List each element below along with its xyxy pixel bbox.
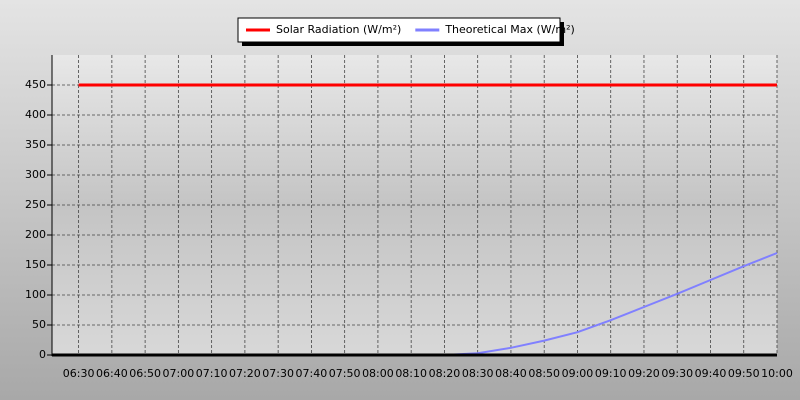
y-tick-label: 100 [25, 288, 46, 301]
legend-label: Solar Radiation (W/m²) [276, 23, 401, 36]
y-tick-label: 450 [25, 78, 46, 91]
x-tick-label: 07:00 [163, 367, 195, 380]
x-tick-label: 09:40 [695, 367, 727, 380]
x-tick-label: 07:50 [329, 367, 361, 380]
y-tick-label: 0 [39, 348, 46, 361]
x-tick-label: 07:40 [296, 367, 328, 380]
y-tick-label: 300 [25, 168, 46, 181]
x-tick-label: 07:30 [262, 367, 294, 380]
x-tick-label: 08:00 [362, 367, 394, 380]
y-tick-label: 150 [25, 258, 46, 271]
y-tick-label: 400 [25, 108, 46, 121]
x-tick-label: 09:50 [728, 367, 760, 380]
y-tick-label: 250 [25, 198, 46, 211]
x-tick-label: 06:40 [96, 367, 128, 380]
y-tick-label: 50 [32, 318, 46, 331]
x-tick-label: 06:30 [63, 367, 95, 380]
x-tick-label: 08:20 [429, 367, 461, 380]
x-tick-label: 07:20 [229, 367, 261, 380]
x-tick-label: 06:50 [129, 367, 161, 380]
x-tick-label: 08:10 [395, 367, 427, 380]
x-tick-label: 08:40 [495, 367, 527, 380]
x-tick-label: 09:30 [661, 367, 693, 380]
legend-box [237, 17, 561, 43]
x-tick-label: 09:20 [628, 367, 660, 380]
x-tick-label: 09:00 [562, 367, 594, 380]
x-tick-label: 08:50 [528, 367, 560, 380]
y-tick-label: 200 [25, 228, 46, 241]
y-tick-label: 350 [25, 138, 46, 151]
x-tick-label: 09:10 [595, 367, 627, 380]
x-tick-label: 10:00 [761, 367, 793, 380]
x-tick-label: 08:30 [462, 367, 494, 380]
x-tick-label: 07:10 [196, 367, 228, 380]
legend: Solar Radiation (W/m²) Theoretical Max (W… [237, 17, 575, 46]
legend-label: Theoretical Max (W/m²) [444, 23, 574, 36]
